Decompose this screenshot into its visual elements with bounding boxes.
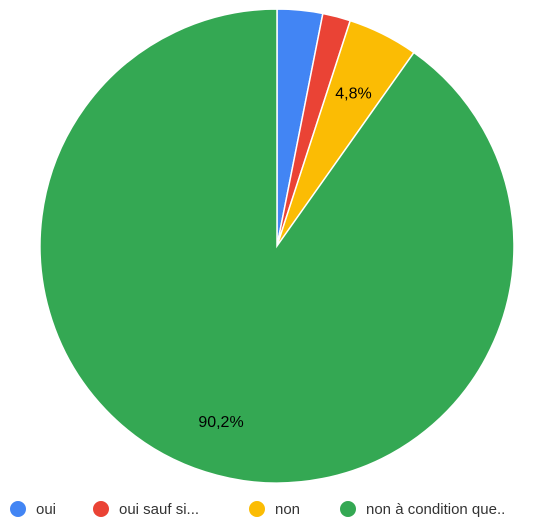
legend-item-non-a-condition-que[interactable]: non à condition que.. (340, 498, 505, 520)
legend-swatch-oui-sauf-si (93, 501, 109, 517)
legend-item-oui-sauf-si[interactable]: oui sauf si... (93, 498, 199, 520)
pie-slices (39, 8, 515, 484)
pie-data-label-non: 4,8% (335, 85, 371, 102)
legend-label-oui: oui (36, 500, 57, 518)
pie-slice-non-a-condition-que[interactable] (39, 8, 515, 484)
pie-data-label-non-a-condition-que: 90,2% (198, 414, 243, 431)
legend-label-oui-sauf-si: oui sauf si... (119, 500, 200, 518)
legend-label-non-a-condition-que: non à condition que.. (366, 500, 506, 518)
legend-swatch-oui (10, 501, 26, 517)
legend-swatch-non (249, 501, 265, 517)
legend-item-non[interactable]: non (249, 498, 300, 520)
pie-data-labels: 4,8% 90,2% (198, 85, 371, 431)
pie-chart-svg: 4,8% 90,2% (39, 8, 515, 484)
legend: oui oui sauf si... non non à condition q… (0, 498, 545, 520)
legend-swatch-non-a-condition-que (340, 501, 356, 517)
legend-label-non: non (275, 500, 301, 518)
legend-item-oui[interactable]: oui (10, 498, 56, 520)
